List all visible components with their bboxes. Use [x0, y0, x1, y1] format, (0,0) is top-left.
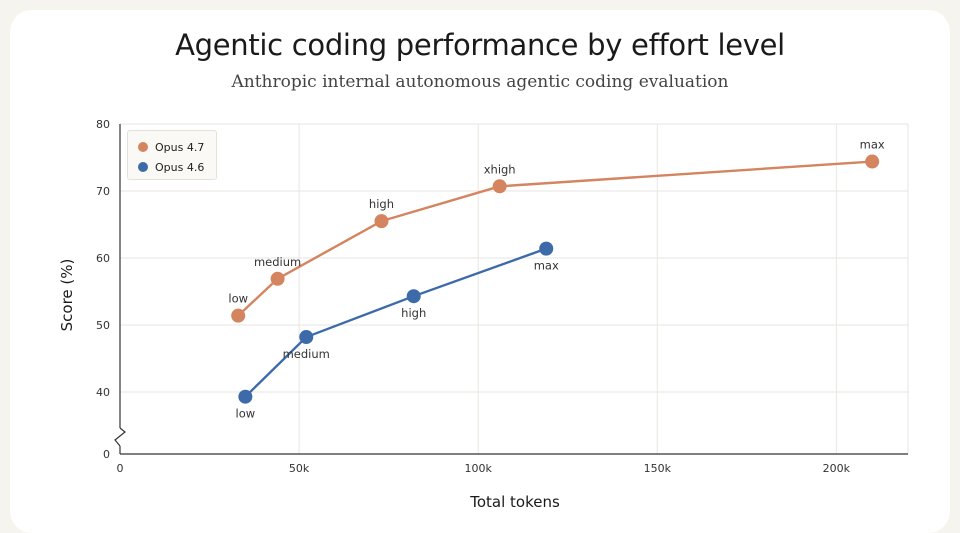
data-point	[406, 289, 421, 304]
series-lines	[237, 160, 873, 398]
y-tick-label: 80	[96, 118, 110, 131]
data-point	[299, 330, 314, 345]
data-label: low	[228, 292, 248, 306]
legend-item-opus-4-7: Opus 4.7	[138, 137, 216, 157]
x-tick-label: 200k	[823, 462, 851, 475]
data-label: high	[369, 197, 394, 211]
x-tick-label: 150k	[644, 462, 672, 475]
data-label: max	[534, 259, 559, 273]
grid-lines	[120, 123, 909, 454]
data-label: xhigh	[484, 162, 516, 176]
tick-labels: 0 40 50 60 70 80 0 50k 100k 150k 200k	[96, 118, 851, 475]
data-point	[231, 308, 246, 323]
legend-marker-icon	[138, 162, 148, 172]
data-points	[231, 154, 880, 404]
y-axis-label: Score (%)	[58, 259, 76, 332]
chart-subtitle: Anthropic internal autonomous agentic co…	[231, 72, 729, 92]
legend: Opus 4.7 Opus 4.6	[127, 130, 217, 180]
data-point	[492, 179, 507, 194]
series-line-opus-4-7	[237, 160, 873, 317]
data-label: max	[860, 138, 885, 152]
data-point	[539, 241, 554, 256]
legend-label: Opus 4.6	[155, 160, 205, 174]
data-point	[865, 154, 880, 169]
chart-title: Agentic coding performance by effort lev…	[175, 28, 785, 62]
legend-item-opus-4-6: Opus 4.6	[138, 157, 216, 177]
x-tick-label: 50k	[289, 462, 310, 475]
data-label: high	[401, 306, 426, 320]
data-label: low	[236, 407, 256, 421]
data-label: medium	[254, 255, 301, 269]
legend-marker-icon	[138, 142, 148, 152]
y-tick-label: 70	[96, 185, 110, 198]
axes	[114, 124, 908, 455]
legend-label: Opus 4.7	[155, 140, 205, 154]
y-tick-label: 60	[96, 252, 110, 265]
axis-break-icon	[114, 427, 126, 447]
data-point	[238, 389, 253, 404]
data-point	[374, 214, 389, 229]
data-labels: low medium high xhigh max low medium high max	[228, 138, 885, 421]
y-tick-label: 40	[96, 386, 110, 399]
y-tick-label: 50	[96, 319, 110, 332]
x-tick-label: 100k	[464, 462, 492, 475]
series-line-opus-4-6	[244, 247, 547, 398]
y-tick-label: 0	[103, 448, 110, 461]
data-point	[270, 271, 285, 286]
x-axis-label: Total tokens	[469, 493, 560, 511]
x-tick-label: 0	[117, 462, 124, 475]
data-label: medium	[283, 347, 330, 361]
